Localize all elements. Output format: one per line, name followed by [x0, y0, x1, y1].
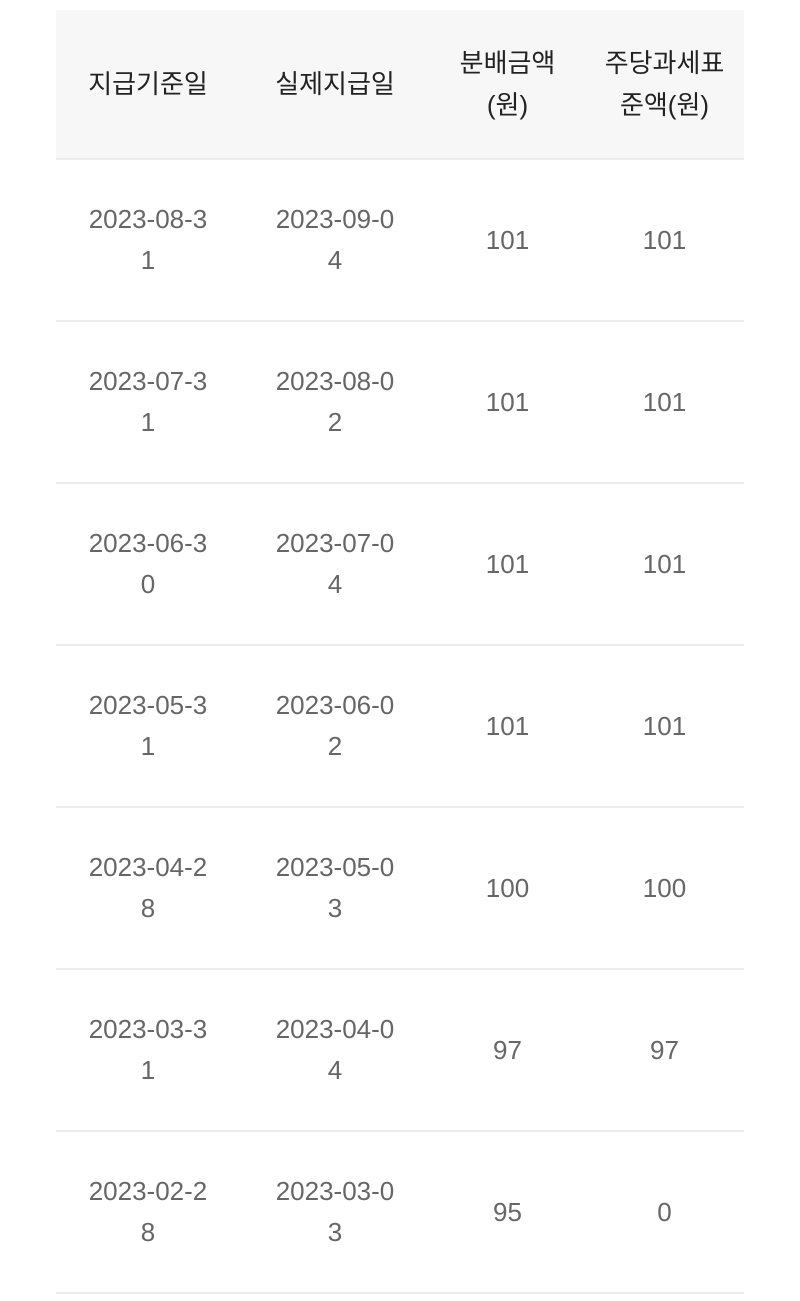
taxable-cell: 101 [585, 644, 744, 807]
distribution-cell-text: 100 [485, 872, 530, 903]
pay-date-cell: 2023-06-02 [240, 644, 430, 807]
distribution-cell-text: 95 [493, 1196, 522, 1227]
table-row: 2023-05-31 2023-06-02 101 101 [56, 644, 744, 807]
distribution-cell-text: 97 [493, 1034, 522, 1065]
taxable-cell-text: 101 [642, 386, 687, 417]
table-row: 2023-06-30 2023-07-04 101 101 [56, 482, 744, 645]
distribution-cell: 100 [430, 806, 585, 969]
distribution-cell: 101 [430, 644, 585, 807]
base-date-cell: 2023-03-31 [56, 968, 240, 1131]
pay-date-cell: 2023-09-04 [240, 158, 430, 321]
pay-date-cell-text: 2023-04-04 [275, 1014, 395, 1085]
pay-date-cell-text: 2023-03-03 [275, 1176, 395, 1247]
base-date-cell-text: 2023-02-28 [88, 1176, 208, 1247]
pay-date-cell-text: 2023-09-04 [275, 204, 395, 275]
taxable-cell: 97 [585, 968, 744, 1131]
distribution-cell: 101 [430, 320, 585, 483]
taxable-cell: 101 [585, 320, 744, 483]
table-header-row: 지급기준일 실제지급일 분배금액(원) 주당과세표준액(원) [56, 10, 744, 159]
table-row: 2023-08-31 2023-09-04 101 101 [56, 158, 744, 321]
base-date-cell-text: 2023-03-31 [88, 1014, 208, 1085]
base-date-cell: 2023-06-30 [56, 482, 240, 645]
taxable-cell: 101 [585, 158, 744, 321]
base-date-cell: 2023-04-28 [56, 806, 240, 969]
taxable-cell-text: 101 [642, 710, 687, 741]
taxable-cell: 100 [585, 806, 744, 969]
table-row: 2023-04-28 2023-05-03 100 100 [56, 806, 744, 969]
base-date-cell-text: 2023-06-30 [88, 528, 208, 599]
header-pay-date: 실제지급일 [240, 10, 430, 159]
header-label: 분배금액(원) [459, 48, 556, 120]
distribution-cell: 101 [430, 158, 585, 321]
base-date-cell-text: 2023-07-31 [88, 366, 208, 437]
header-label: 주당과세표준액(원) [604, 48, 725, 120]
pay-date-cell: 2023-07-04 [240, 482, 430, 645]
pay-date-cell-text: 2023-06-02 [275, 690, 395, 761]
table-row: 2023-02-28 2023-03-03 95 0 [56, 1130, 744, 1294]
base-date-cell: 2023-08-31 [56, 158, 240, 321]
table-row: 2023-07-31 2023-08-02 101 101 [56, 320, 744, 483]
distribution-cell-text: 101 [485, 548, 530, 579]
table-row: 2023-03-31 2023-04-04 97 97 [56, 968, 744, 1131]
base-date-cell-text: 2023-04-28 [88, 852, 208, 923]
taxable-cell: 0 [585, 1130, 744, 1294]
taxable-cell-text: 0 [657, 1196, 672, 1227]
distribution-cell: 95 [430, 1130, 585, 1294]
base-date-cell: 2023-07-31 [56, 320, 240, 483]
taxable-cell-text: 101 [642, 548, 687, 579]
pay-date-cell-text: 2023-07-04 [275, 528, 395, 599]
taxable-cell-text: 100 [642, 872, 687, 903]
base-date-cell-text: 2023-08-31 [88, 204, 208, 275]
header-label: 지급기준일 [88, 69, 208, 99]
header-label: 실제지급일 [275, 69, 395, 99]
pay-date-cell: 2023-05-03 [240, 806, 430, 969]
base-date-cell: 2023-05-31 [56, 644, 240, 807]
taxable-cell-text: 101 [642, 224, 687, 255]
header-base-date: 지급기준일 [56, 10, 240, 159]
distribution-cell-text: 101 [485, 386, 530, 417]
distribution-cell-text: 101 [485, 710, 530, 741]
base-date-cell: 2023-02-28 [56, 1130, 240, 1294]
distribution-cell: 97 [430, 968, 585, 1131]
distribution-cell-text: 101 [485, 224, 530, 255]
pay-date-cell: 2023-03-03 [240, 1130, 430, 1294]
base-date-cell-text: 2023-05-31 [88, 690, 208, 761]
header-distribution: 분배금액(원) [430, 10, 585, 159]
pay-date-cell-text: 2023-05-03 [275, 852, 395, 923]
distribution-cell: 101 [430, 482, 585, 645]
pay-date-cell: 2023-08-02 [240, 320, 430, 483]
header-taxable: 주당과세표준액(원) [585, 10, 744, 159]
distribution-table: 지급기준일 실제지급일 분배금액(원) 주당과세표준액(원) 2023-08-3… [56, 10, 744, 1294]
pay-date-cell: 2023-04-04 [240, 968, 430, 1131]
pay-date-cell-text: 2023-08-02 [275, 366, 395, 437]
taxable-cell-text: 97 [650, 1034, 679, 1065]
taxable-cell: 101 [585, 482, 744, 645]
